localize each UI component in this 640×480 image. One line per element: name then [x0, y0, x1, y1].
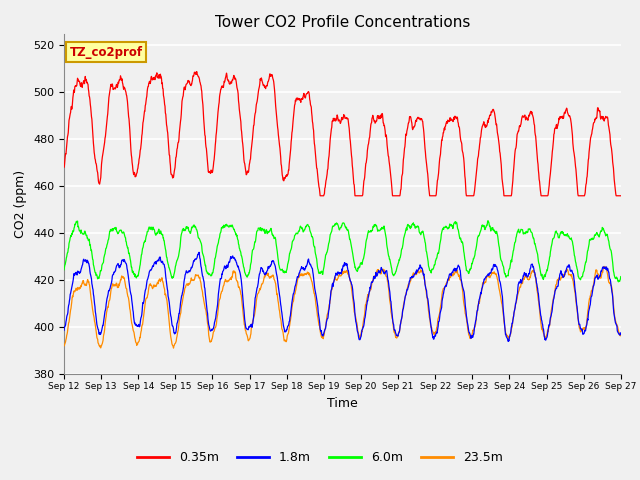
Title: Tower CO2 Profile Concentrations: Tower CO2 Profile Concentrations	[214, 15, 470, 30]
Y-axis label: CO2 (ppm): CO2 (ppm)	[15, 170, 28, 238]
Text: TZ_co2prof: TZ_co2prof	[70, 46, 143, 59]
Legend: 0.35m, 1.8m, 6.0m, 23.5m: 0.35m, 1.8m, 6.0m, 23.5m	[132, 446, 508, 469]
X-axis label: Time: Time	[327, 396, 358, 409]
